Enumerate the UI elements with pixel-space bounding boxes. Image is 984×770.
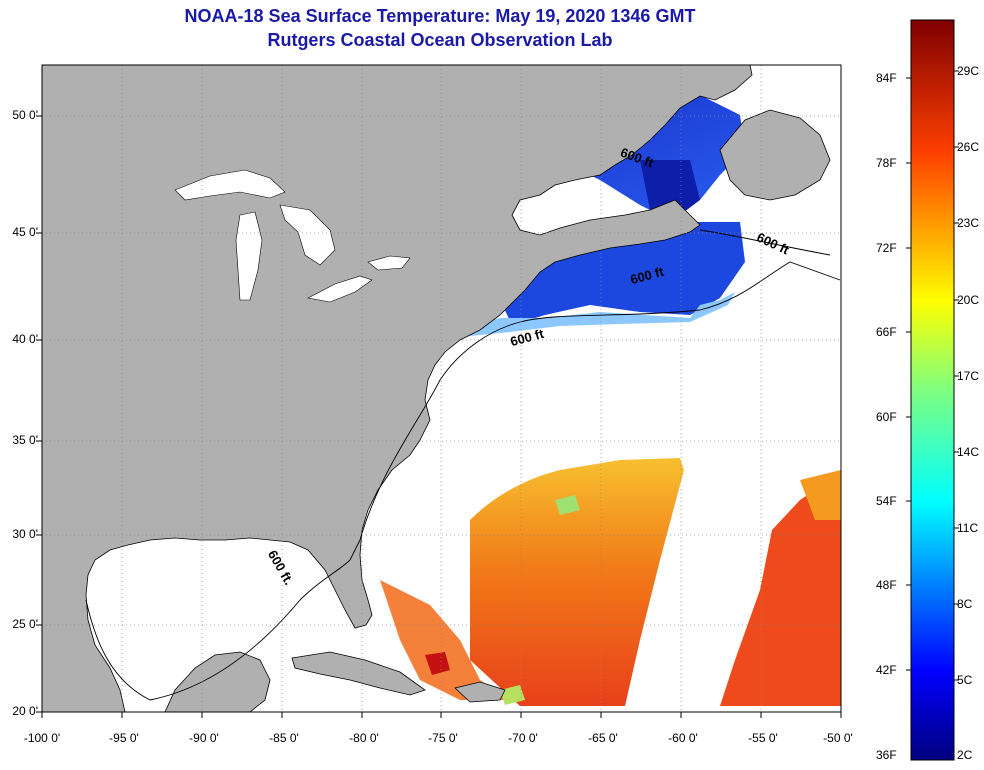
- colorbar-label-c: 14C: [957, 445, 980, 459]
- colorbar: [910, 19, 955, 761]
- colorbar-label-f: 78F: [876, 156, 897, 170]
- map-title: NOAA-18 Sea Surface Temperature: May 19,…: [184, 6, 696, 26]
- colorbar-label-f: 60F: [876, 410, 897, 424]
- colorbar-label-c: 23C: [957, 216, 980, 230]
- colorbar-label-c: 17C: [957, 369, 980, 383]
- land-cuba: [291, 651, 426, 696]
- great-lakes: [174, 169, 411, 303]
- lake-huron: [279, 204, 336, 266]
- land-yucatan: [164, 651, 271, 712]
- colorbar-label-c: 29C: [957, 64, 980, 78]
- lon-label: -85 0': [269, 731, 299, 745]
- colorbar-label-f: 36F: [876, 748, 897, 762]
- colorbar-label-c: 20C: [957, 293, 980, 307]
- colorbar-ticks: [906, 70, 959, 681]
- lat-label: 35 0': [12, 433, 38, 447]
- colorbar-label-c: 5C: [957, 673, 973, 687]
- lon-label: -95 0': [109, 731, 139, 745]
- sst-green-patch: [555, 495, 580, 515]
- sst-hot-spot: [425, 652, 450, 675]
- lake-ontario: [367, 255, 411, 271]
- map-plot-area: [42, 65, 841, 712]
- lat-label: 50 0': [12, 108, 38, 122]
- lon-label: -100 0': [23, 731, 61, 745]
- colorbar-label-f: 72F: [876, 241, 897, 255]
- sst-green-patch-2: [500, 685, 525, 705]
- lon-label: -50 0': [823, 731, 853, 745]
- lon-label: -65 0': [588, 731, 618, 745]
- sst-warm-east: [720, 475, 841, 706]
- map-subtitle: Rutgers Coastal Ocean Observation Lab: [267, 30, 613, 50]
- colorbar-label-f: 48F: [876, 578, 897, 592]
- land-hispaniola: [454, 681, 506, 703]
- lake-erie: [307, 275, 373, 303]
- sst-warm-east-yellow: [800, 470, 841, 520]
- land-newfoundland: [719, 109, 831, 201]
- lon-label: -70 0': [508, 731, 538, 745]
- lon-label: -80 0': [349, 731, 379, 745]
- colorbar-label-f: 54F: [876, 494, 897, 508]
- sst-warm-bahamas: [380, 580, 510, 700]
- lake-michigan: [235, 211, 263, 301]
- colorbar-label-f: 66F: [876, 325, 897, 339]
- lat-label: 20 0': [12, 704, 38, 718]
- lat-label: 45 0': [12, 225, 38, 239]
- lat-label: 30 0': [12, 527, 38, 541]
- sst-warm-sargasso: [470, 458, 684, 706]
- colorbar-label-c: 2C: [957, 748, 973, 762]
- lat-label: 25 0': [12, 617, 38, 631]
- sst-cold-labrador: [640, 160, 700, 215]
- colorbar-label-c: 26C: [957, 140, 980, 154]
- lon-label: -55 0': [748, 731, 778, 745]
- lake-superior: [174, 169, 286, 201]
- colorbar-label-c: 11C: [957, 521, 979, 535]
- colorbar-label-f: 84F: [876, 71, 897, 85]
- colorbar-label-c: 8C: [957, 597, 973, 611]
- colorbar-label-f: 42F: [876, 663, 897, 677]
- lon-label: -60 0': [668, 731, 698, 745]
- sst-cold-shelf-edge: [458, 292, 735, 336]
- lat-label: 40 0': [12, 332, 38, 346]
- land-north-america: [42, 65, 753, 712]
- lon-label: -90 0': [189, 731, 219, 745]
- lon-label: -75 0': [428, 731, 458, 745]
- axis-ticks: [36, 115, 842, 718]
